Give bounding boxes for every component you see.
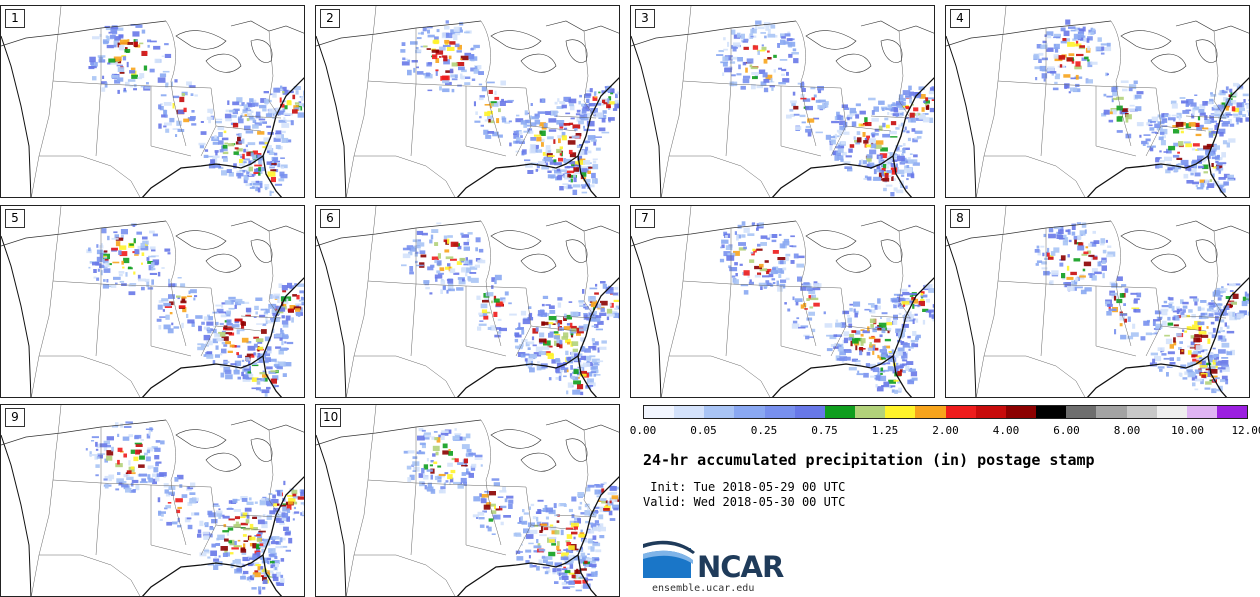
- ensemble-member-map: 10: [315, 404, 620, 597]
- colorbar-swatch: [945, 406, 976, 418]
- colorbar-swatch: [1036, 406, 1067, 418]
- colorbar-tick-label: 10.00: [1170, 424, 1205, 437]
- member-number-label: 4: [950, 9, 970, 28]
- colorbar-swatch: [674, 406, 705, 418]
- ensemble-member-map: 3: [630, 5, 935, 198]
- colorbar-tick-label: 4.00: [992, 424, 1020, 437]
- valid-time: Valid: Wed 2018-05-30 00 UTC: [643, 495, 846, 509]
- member-number-label: 9: [5, 408, 25, 427]
- colorbar-swatch: [764, 406, 795, 418]
- member-number-label: 7: [635, 209, 655, 228]
- colorbar-tick-label: 12.00: [1231, 424, 1260, 437]
- colorbar-swatch: [1156, 406, 1187, 418]
- colorbar-tick-label: 2.00: [932, 424, 959, 437]
- colorbar-swatch: [1126, 406, 1157, 418]
- colorbar-swatch: [1186, 406, 1217, 418]
- colorbar-swatch: [915, 406, 946, 418]
- ensemble-member-map: 4: [945, 5, 1250, 198]
- ncar-logo-icon: [643, 540, 695, 578]
- website-url[interactable]: ensemble.ucar.edu: [652, 583, 755, 594]
- ensemble-member-map: 9: [0, 404, 305, 597]
- ensemble-member-map: 8: [945, 205, 1250, 398]
- colorbar-swatch: [1096, 406, 1127, 418]
- colorbar-swatch: [855, 406, 886, 418]
- colorbar-tick-label: 0.25: [750, 424, 778, 437]
- member-number-label: 2: [320, 9, 340, 28]
- colorbar-tick-label: 0.00: [629, 424, 657, 437]
- init-time: Init: Tue 2018-05-29 00 UTC: [643, 480, 846, 494]
- colorbar-swatch: [794, 406, 825, 418]
- colorbar-tick-label: 0.05: [690, 424, 717, 437]
- colorbar-swatch: [704, 406, 735, 418]
- colorbar-swatch: [824, 406, 856, 418]
- member-number-label: 6: [320, 209, 340, 228]
- colorbar-tick-label: 1.25: [871, 424, 899, 437]
- ensemble-member-map: 1: [0, 5, 305, 198]
- ensemble-member-map: 2: [315, 5, 620, 198]
- colorbar-swatch: [734, 406, 765, 418]
- member-number-label: 8: [950, 209, 970, 228]
- member-number-label: 10: [320, 408, 342, 427]
- member-number-label: 3: [635, 9, 655, 28]
- member-number-label: 1: [5, 9, 25, 28]
- colorbar-tick-label: 6.00: [1053, 424, 1080, 437]
- colorbar-swatch: [1005, 406, 1037, 418]
- ensemble-member-map: 6: [315, 205, 620, 398]
- colorbar-tick-label: 0.75: [811, 424, 838, 437]
- ensemble-member-map: 7: [630, 205, 935, 398]
- precip-colorbar: [643, 405, 1248, 419]
- plot-title: 24-hr accumulated precipitation (in) pos…: [643, 451, 1095, 469]
- colorbar-swatch: [885, 406, 916, 418]
- ensemble-member-map: 5: [0, 205, 305, 398]
- ncar-logo-text: NCAR: [697, 550, 784, 584]
- member-number-label: 5: [5, 209, 25, 228]
- colorbar-tick-label: 8.00: [1113, 424, 1141, 437]
- colorbar-swatch: [975, 406, 1006, 418]
- colorbar-swatch: [1066, 406, 1097, 418]
- colorbar-swatch: [1216, 406, 1248, 418]
- colorbar-swatch: [644, 406, 675, 418]
